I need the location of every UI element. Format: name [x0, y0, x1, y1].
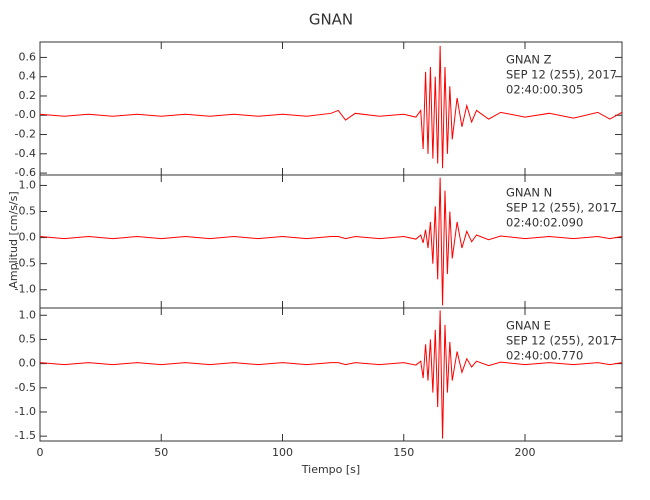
y-tick-label: 1.0 [19, 178, 37, 191]
y-tick-label: 0.5 [19, 205, 37, 218]
x-tick-label: 200 [515, 446, 536, 459]
y-tick-label: -1.0 [15, 405, 36, 418]
panel-frame [39, 307, 623, 442]
annotation: SEP 12 (255), 2017 [506, 334, 617, 348]
y-tick-label: -0.0 [15, 108, 36, 121]
x-axis-label: Tiempo [s] [301, 463, 360, 476]
y-axis-label: Amplitud [cm/s/s] [7, 191, 20, 288]
y-tick-label: 0.0 [19, 357, 37, 370]
y-tick-label: 0.5 [19, 332, 37, 345]
y-tick-label: -0.5 [15, 257, 36, 270]
annotation: GNAN Z [506, 53, 552, 67]
annotation: SEP 12 (255), 2017 [506, 201, 617, 215]
annotation: GNAN N [506, 186, 552, 200]
y-tick-label: -1.0 [15, 283, 36, 296]
y-tick-label: 1.0 [19, 308, 37, 321]
annotation: 02:40:02.090 [506, 216, 583, 230]
annotation: 02:40:00.305 [506, 83, 583, 97]
annotation: SEP 12 (255), 2017 [506, 68, 617, 82]
x-tick-label: 0 [37, 446, 44, 459]
waveform [39, 310, 623, 439]
y-tick-label: -0.2 [15, 128, 36, 141]
x-tick-label: 100 [272, 446, 293, 459]
x-tick-label: 150 [393, 446, 414, 459]
annotation: 02:40:00.770 [506, 349, 583, 363]
y-tick-label: 0.0 [19, 231, 37, 244]
y-tick-label: -0.6 [15, 166, 36, 179]
y-tick-label: 0.2 [19, 89, 37, 102]
y-tick-label: 0.6 [19, 50, 37, 63]
waveform [39, 177, 623, 306]
y-tick-label: -0.4 [15, 147, 36, 160]
x-tick-label: 50 [154, 446, 168, 459]
waveform [39, 45, 623, 169]
y-tick-label: -0.5 [15, 381, 36, 394]
annotation: GNAN E [506, 319, 551, 333]
y-tick-label: -1.5 [15, 429, 36, 442]
y-tick-label: 0.4 [19, 70, 37, 83]
chart-title: GNAN [309, 11, 353, 29]
